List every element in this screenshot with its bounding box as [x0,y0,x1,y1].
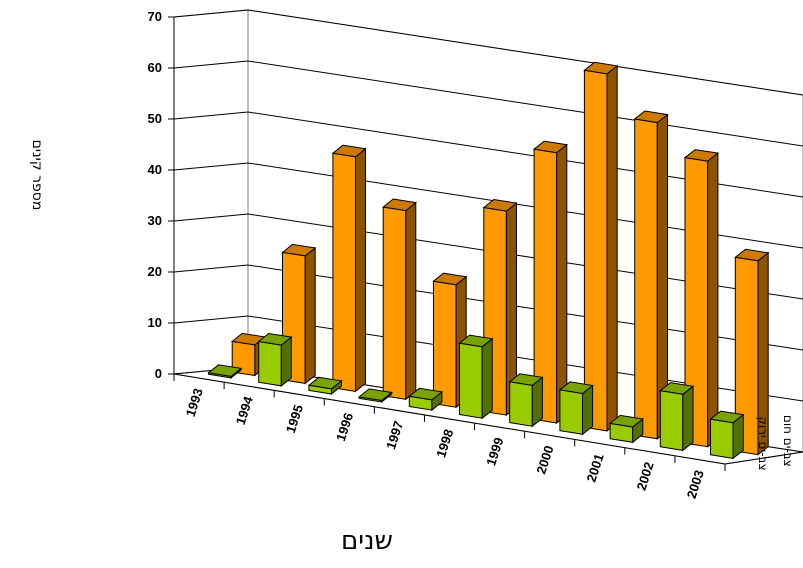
y-tick-label: 30 [148,213,162,228]
series-label: צב-ים ירוק [756,417,770,471]
gridline [173,111,803,198]
bar [709,410,745,460]
y-tick-label: 20 [148,264,162,279]
gridline [173,60,803,147]
bar [583,61,619,432]
series-axis-line [724,451,803,465]
x-tick-label: 1996 [333,411,356,443]
x-tick-label: 2000 [533,444,556,476]
chart-bars [207,61,770,460]
gridline [173,264,803,351]
bar [257,332,293,387]
y-tick-label: 50 [148,111,162,126]
bar [659,382,695,452]
gridline [173,9,803,96]
y-tick-label: 40 [148,162,162,177]
y-axis-label: מספר קינים [29,140,45,211]
bar [357,388,393,404]
x-tick-label: 2003 [684,468,707,500]
bar [608,414,645,444]
series-axis-labels: צב-ים ירוק צב-ים חום [724,415,803,471]
y-tick-label: 10 [148,315,162,330]
chart-gridlines [173,9,803,453]
bar [558,381,594,436]
bar [734,248,770,456]
x-tick-label: 1993 [183,386,206,418]
x-tick-label: 1994 [233,394,256,427]
x-tick-label: 1995 [283,403,306,435]
bar [458,334,494,420]
x-tick-label: 2002 [634,460,657,492]
y-tick-label: 60 [148,60,162,75]
bar [508,373,544,428]
bar [382,198,417,401]
x-axis-label: שנים [341,526,393,556]
y-tick-label: 0 [155,366,162,381]
y-axis: 0 10 20 30 40 50 60 70 [148,9,175,381]
bar [408,387,444,412]
x-tick-label: 1997 [383,419,406,451]
y-tick-label: 70 [148,9,162,24]
bar [207,364,243,379]
bar [633,110,669,440]
bar [307,376,343,396]
gridline [173,213,803,300]
gridline [173,315,803,402]
series-label: צב-ים חום [781,415,795,467]
x-tick-label: 1998 [433,427,456,459]
x-tick-label: 2001 [583,452,606,484]
bar [683,149,720,448]
x-axis-line [173,373,726,465]
x-tick-label: 1999 [483,435,506,467]
bar [331,144,367,393]
bar [532,140,569,425]
gridline [173,162,803,249]
